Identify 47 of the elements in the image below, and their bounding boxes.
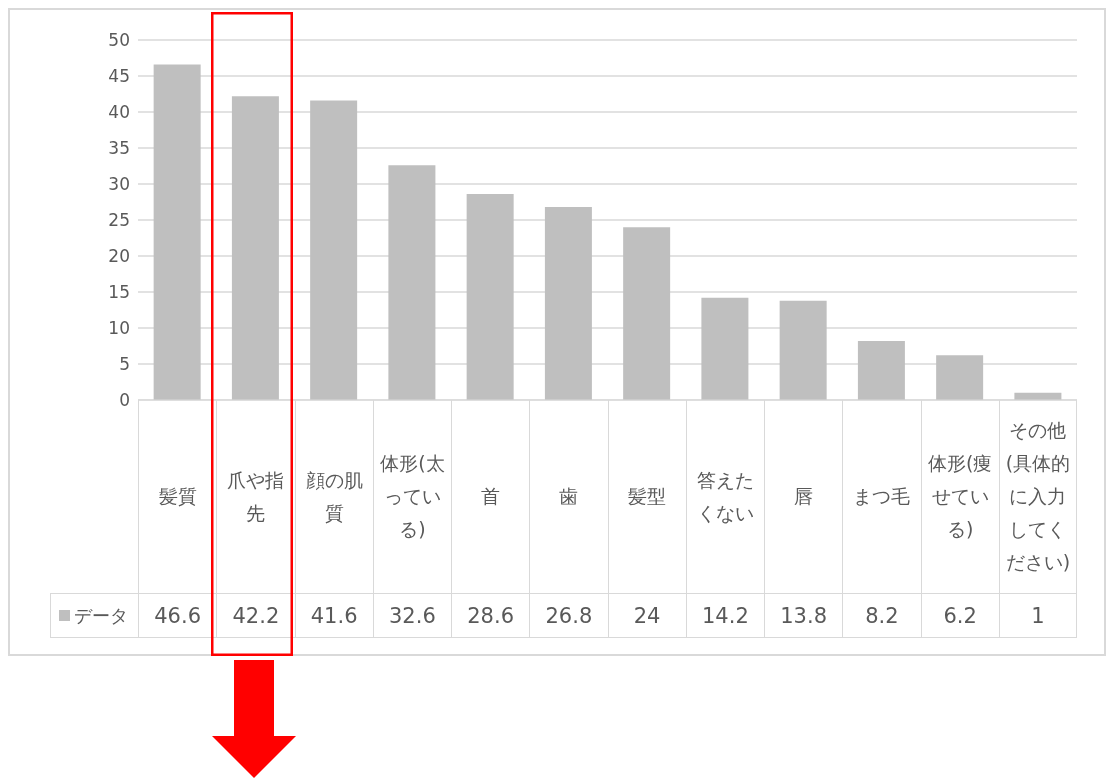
y-tick-label: 35 xyxy=(108,138,130,159)
bar xyxy=(310,100,358,400)
data-label: 1 xyxy=(998,593,1077,638)
legend-label: データ xyxy=(74,603,128,628)
data-label: 32.6 xyxy=(372,593,451,638)
x-tick-label: 体形(太っている) xyxy=(372,400,451,593)
y-tick-label: 10 xyxy=(108,318,130,339)
data-label: 42.2 xyxy=(216,593,295,638)
y-tick-label: 25 xyxy=(108,210,130,231)
y-tick-label: 0 xyxy=(119,390,130,411)
data-label: 14.2 xyxy=(685,593,764,638)
y-tick-label: 5 xyxy=(119,354,130,375)
data-label: 8.2 xyxy=(842,593,921,638)
y-tick-label: 40 xyxy=(108,102,130,123)
data-label: 13.8 xyxy=(764,593,843,638)
bar xyxy=(231,96,279,400)
bar xyxy=(623,227,671,400)
y-tick-label: 30 xyxy=(108,174,130,195)
bar xyxy=(544,207,592,400)
x-tick-label: 爪や指先 xyxy=(216,400,295,593)
bar xyxy=(466,194,514,400)
bar xyxy=(857,340,905,400)
bar xyxy=(388,165,436,400)
data-label: 24 xyxy=(607,593,686,638)
data-label: 41.6 xyxy=(294,593,373,638)
y-tick-label: 50 xyxy=(108,30,130,51)
bar xyxy=(779,300,827,400)
data-label: 26.8 xyxy=(529,593,608,638)
x-tick-label: 唇 xyxy=(764,400,843,593)
x-tick-label: まつ毛 xyxy=(842,400,921,593)
x-tick-label: その他(具体的に入力してください) xyxy=(998,400,1077,593)
x-tick-label: 歯 xyxy=(529,400,608,593)
data-label: 6.2 xyxy=(920,593,999,638)
x-tick-label: 顔の肌質 xyxy=(294,400,373,593)
x-tick-label: 髪質 xyxy=(138,400,217,593)
y-tick-label: 20 xyxy=(108,246,130,267)
x-tick-label: 首 xyxy=(451,400,530,593)
y-tick-label: 45 xyxy=(108,66,130,87)
y-tick-label: 15 xyxy=(108,282,130,303)
bar xyxy=(153,64,201,400)
x-tick-label: 答えたくない xyxy=(685,400,764,593)
x-tick-label: 髪型 xyxy=(607,400,686,593)
bar xyxy=(936,355,984,400)
data-label: 46.6 xyxy=(138,593,217,638)
data-label: 28.6 xyxy=(451,593,530,638)
bar xyxy=(701,297,749,400)
x-tick-label: 体形(痩せている) xyxy=(920,400,999,593)
